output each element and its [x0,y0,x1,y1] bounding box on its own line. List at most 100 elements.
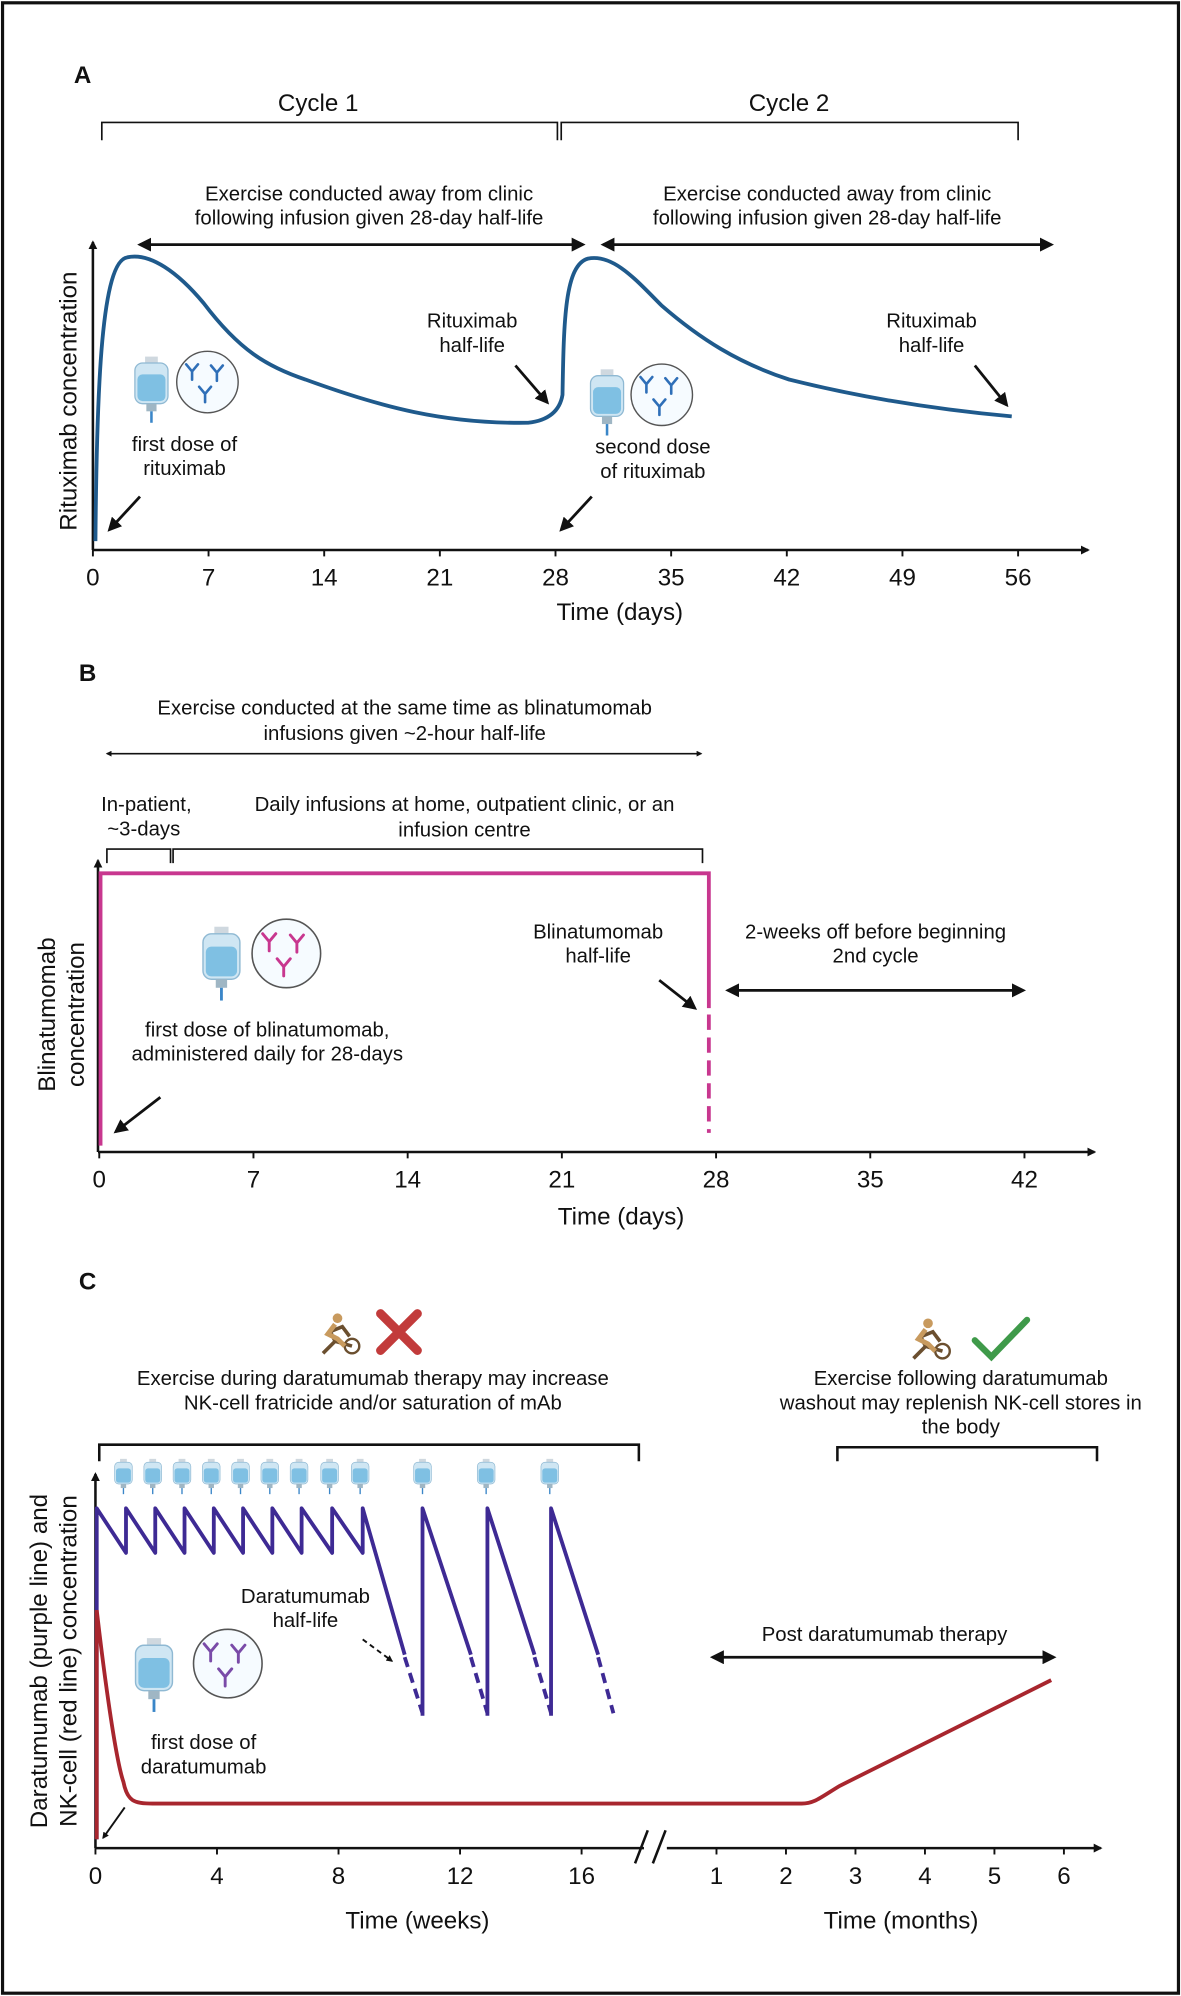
x-tick-label: 8 [332,1863,345,1890]
y-axis-label: Blinatumomab [34,937,61,1091]
pointer-arrow [102,1806,126,1840]
annotation: second dose [595,437,710,459]
note: Exercise conducted at the same time as b… [157,697,652,719]
concentration-curve [93,254,1012,542]
concentration-line [98,871,711,1146]
note: the body [922,1417,1001,1439]
x-tick-label: 35 [857,1167,884,1194]
iv-bag [589,368,625,437]
x-tick-label: 7 [247,1167,260,1194]
iv-bag [413,1458,433,1495]
iv-bag [172,1458,192,1495]
bracket [100,121,559,141]
exercise-icon [323,1313,359,1353]
daratumumab-line [94,1506,600,1840]
x-tick-label: 56 [1005,565,1032,592]
x-tick-label: 28 [542,565,569,592]
note: infusions given ~2-hour half-life [264,723,546,745]
x-tick-label: 6 [1057,1863,1070,1890]
y-axis-label: Rituximab concentration [55,272,82,531]
x-axis-label: Time (weeks) [345,1907,489,1934]
note: following infusion given 28-day half-lif… [653,208,1002,230]
pointer-arrow [658,979,698,1010]
washout-dash [532,1656,553,1714]
bracket [836,1445,1099,1462]
cross-icon [376,1309,422,1355]
antibody-icon [250,917,323,990]
cycle-label: Cycle 2 [749,90,830,117]
x-tick-label: 49 [889,565,916,592]
iv-bag [143,1458,163,1495]
iv-bag [289,1458,309,1495]
x-tick-label: 14 [311,565,338,592]
note: Daily infusions at home, outpatient clin… [255,794,675,816]
iv-bag [476,1458,496,1495]
annotation: rituximab [143,458,226,480]
panel-letter: B [79,660,96,687]
x-tick-label: 5 [988,1863,1001,1890]
note: following infusion given 28-day half-lif… [195,208,544,230]
bracket [97,1443,641,1462]
x-tick-label: 21 [426,565,453,592]
note: Exercise following daratumumab [814,1368,1108,1390]
note: Exercise conducted away from clinic [663,183,991,205]
iv-bag [201,925,242,1002]
annotation: first dose of blinatumomab, [145,1019,389,1041]
iv-bag [113,1458,133,1495]
exercise-icon [913,1319,949,1359]
y-axis-label: concentration [63,942,90,1087]
pointer-arrow [559,495,593,532]
annotation: first dose of [132,434,238,456]
note: washout may replenish NK-cell stores in [779,1392,1142,1414]
washout-dash [469,1656,490,1714]
annotation: Rituximab [427,311,518,333]
note: Exercise conducted away from clinic [205,183,533,205]
iv-bag [350,1458,370,1495]
x-axis-label: Time (days) [556,599,683,626]
x-tick-label: 42 [1011,1167,1038,1194]
panel-letter: C [79,1268,96,1295]
antibody-icon [629,362,694,427]
iv-bag [540,1458,560,1495]
x-tick-label: 2 [779,1863,792,1890]
y-axis-label: Daratumumab (purple line) and [26,1494,53,1828]
x-tick-label: 42 [773,565,800,592]
x-tick-label: 21 [548,1167,575,1194]
note: In-patient, [101,794,192,816]
note: infusion centre [398,820,530,842]
washout-dashes [402,1656,616,1714]
x-axis-label: Time (days) [558,1204,685,1231]
annotation: half-life [273,1610,339,1632]
axis-break [633,1829,667,1864]
x-tick-label: 28 [703,1167,730,1194]
x-tick-label: 4 [210,1863,223,1890]
x-tick-label: 35 [658,565,685,592]
annotation: half-life [565,946,631,968]
iv-bag [260,1458,280,1495]
cycle-label: Cycle 1 [278,90,359,117]
washout-dash [596,1656,616,1714]
nk-cell-line [94,1609,1053,1840]
check-icon [971,1316,1031,1362]
iv-bag [320,1458,340,1495]
x-tick-label: 16 [568,1863,595,1890]
pointer-arrow [362,1638,394,1662]
annotation: half-life [899,335,965,357]
annotation: 2nd cycle [833,946,919,968]
washout-dash [402,1656,425,1714]
x-tick-label: 0 [86,565,99,592]
bracket [172,848,704,864]
annotation: half-life [439,335,505,357]
iv-bag [133,355,170,425]
annotation: Daratumumab [241,1586,370,1608]
x-tick-label: 0 [93,1167,106,1194]
x-axis-label: Time (months) [824,1907,979,1934]
x-tick-label: 3 [849,1863,862,1890]
annotation: administered daily for 28-days [131,1044,403,1066]
x-tick-label: 1 [710,1863,723,1890]
x-tick-label: 14 [394,1167,421,1194]
bracket [106,848,172,864]
antibody-icon [192,1627,264,1700]
